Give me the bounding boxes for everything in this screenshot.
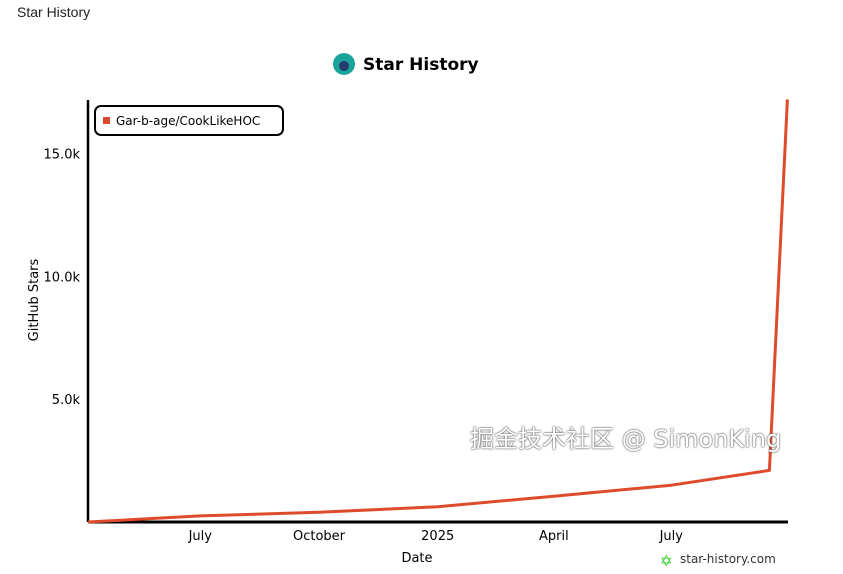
logo-inner: [339, 61, 349, 71]
y-tick-label: 15.0k: [44, 148, 81, 163]
legend: [94, 105, 284, 136]
legend-label: Gar-b-age/CookLikeHOC: [116, 114, 260, 128]
y-axis-label: GitHub Stars: [27, 258, 42, 341]
page-title: Star History: [17, 4, 91, 20]
brand-text: star-history.com: [680, 552, 776, 566]
watermark: 掘金技术社区 @ SimonKing: [470, 425, 782, 453]
x-axis-label: Date: [401, 551, 432, 566]
y-tick-label: 5.0k: [52, 393, 81, 408]
x-tick-label: October: [293, 529, 346, 544]
series-line: [87, 99, 789, 524]
x-tick-label: 2025: [421, 529, 454, 544]
x-tick-label: July: [188, 529, 213, 544]
legend-swatch: [103, 117, 110, 124]
star-icon: ✡: [660, 553, 673, 570]
x-tick-label: July: [659, 529, 684, 544]
chart-title: Star History: [363, 55, 479, 75]
y-tick-label: 10.0k: [44, 270, 81, 285]
x-tick-label: April: [539, 529, 569, 544]
